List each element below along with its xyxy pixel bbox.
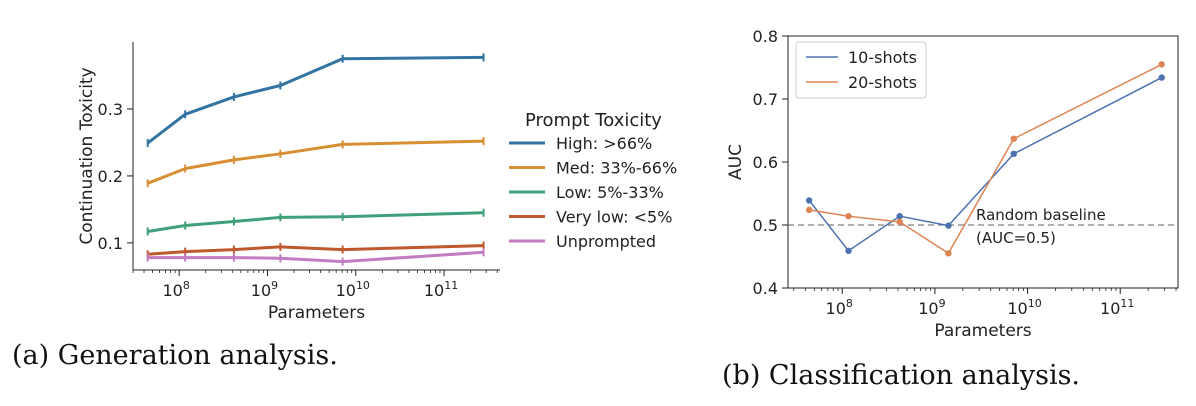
legend-label-1: High: >66% <box>556 134 652 153</box>
y-tick-label: 0.4 <box>753 279 778 298</box>
y-tick-label: 0.6 <box>753 153 778 172</box>
y-tick-label: 0.7 <box>753 90 778 109</box>
y-tick-label: 0.3 <box>98 100 123 119</box>
legend-label-2: Med: 33%-66% <box>556 159 677 178</box>
series-line-2 <box>809 63 1163 255</box>
legend-box <box>795 41 927 99</box>
x-tick-label: 109 <box>918 297 945 318</box>
x-tick-label: 108 <box>162 279 189 300</box>
data-point <box>1010 135 1017 142</box>
legend-title: Prompt Toxicity <box>525 110 662 131</box>
data-point <box>1158 61 1165 68</box>
data-point <box>1010 150 1017 158</box>
y-tick-label: 0.2 <box>98 167 123 186</box>
data-point <box>805 197 813 204</box>
caption-classification-analysis: (b) Classification analysis. <box>722 360 1081 391</box>
y-tick-label: 0.1 <box>98 234 123 253</box>
x-tick-label: 108 <box>826 297 853 318</box>
data-point <box>896 218 903 226</box>
legend-label-3: Low: 5%-33% <box>556 183 664 202</box>
series-line-2 <box>147 139 484 185</box>
legend-label-2: 20-shots <box>848 73 917 92</box>
x-tick-label: 1010 <box>1007 297 1041 318</box>
chart-b-classification-analysis: 108 109 1010 1011 0.4 0.5 0.6 0.7 0.8 Parameters A… <box>726 27 1179 341</box>
legend-label-4: Very low: <5% <box>556 208 672 227</box>
series-line-5 <box>147 250 484 264</box>
x-tick-label: 109 <box>251 279 278 300</box>
series-line-1 <box>146 55 484 145</box>
y-tick-label: 0.5 <box>753 216 778 235</box>
data-point <box>845 212 852 220</box>
series-line-4 <box>147 244 484 256</box>
data-point <box>945 250 952 257</box>
chart-a-generation-analysis: 108 109 1010 1011 0.1 0.2 0.3 Parameters Continu… <box>77 42 677 323</box>
baseline-label: Random baseline <box>976 206 1106 224</box>
x-axis-label: Parameters <box>268 303 365 323</box>
y-axis-label: AUC <box>726 144 746 180</box>
data-point <box>805 206 813 214</box>
x-tick-label: 1011 <box>424 279 458 300</box>
x-tick-label: 1010 <box>336 279 370 300</box>
data-point <box>896 212 903 220</box>
series-line-1 <box>808 76 1163 252</box>
baseline-sublabel: (AUC=0.5) <box>976 229 1056 247</box>
legend-label-5: Unprompted <box>556 232 656 251</box>
series-line-3 <box>147 211 484 233</box>
y-tick-label: 0.8 <box>753 27 778 46</box>
legend-label-1: 10-shots <box>848 48 917 67</box>
y-axis-label: Continuation Toxicity <box>77 67 97 244</box>
data-point <box>945 222 952 229</box>
data-point <box>1158 74 1165 81</box>
x-axis-label: Parameters <box>934 321 1031 341</box>
x-tick-label: 1011 <box>1100 297 1134 318</box>
caption-generation-analysis: (a) Generation analysis. <box>12 340 338 371</box>
data-point <box>845 247 852 255</box>
